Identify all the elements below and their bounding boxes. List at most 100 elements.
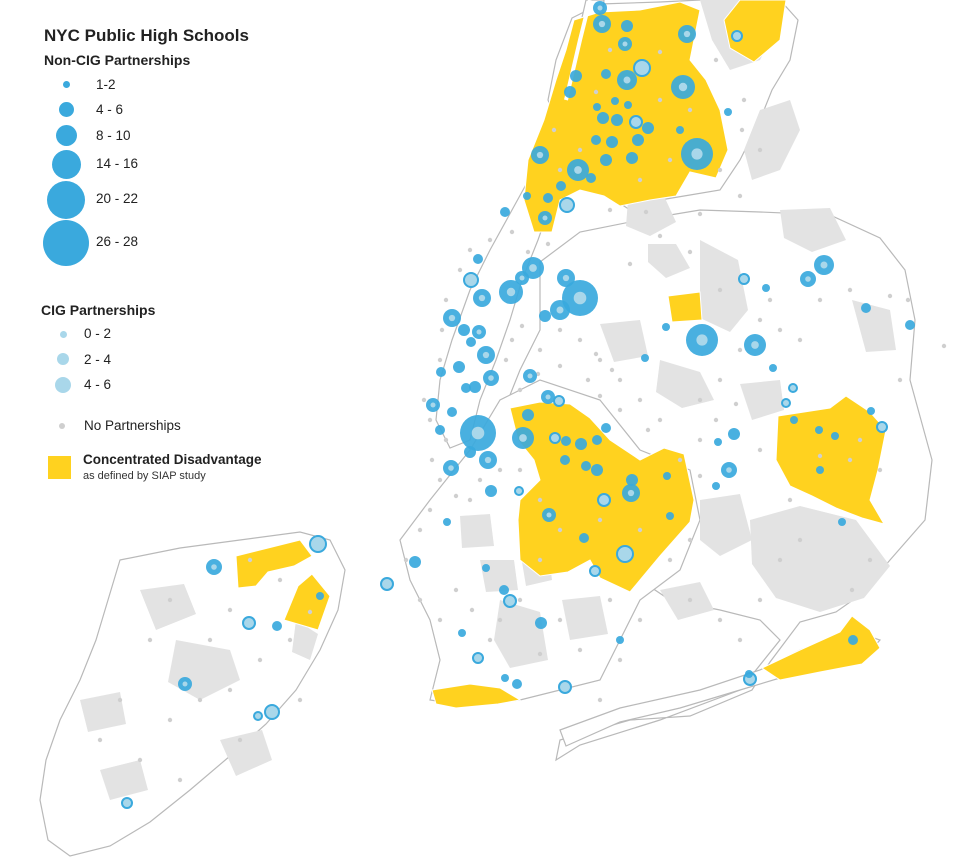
school-cig-inner-marker	[488, 375, 494, 381]
school-no-partnership-marker	[697, 473, 703, 479]
school-no-partnership-marker	[417, 527, 423, 533]
school-non-cig-marker	[512, 679, 522, 689]
school-no-partnership-marker	[453, 587, 459, 593]
school-no-partnership-marker	[717, 167, 723, 173]
school-cig-marker	[633, 59, 651, 77]
school-non-cig-marker	[581, 461, 591, 471]
school-cig-marker	[788, 383, 798, 393]
school-no-partnership-marker	[657, 417, 663, 423]
school-cig-inner-marker	[622, 41, 628, 47]
school-no-partnership-marker	[737, 193, 743, 199]
school-no-partnership-marker	[137, 757, 143, 763]
school-cig-inner-marker	[751, 341, 759, 349]
school-no-partnership-marker	[517, 597, 523, 603]
legend: NYC Public High Schools Non-CIG Partners…	[0, 0, 300, 500]
school-no-partnership-marker	[617, 377, 623, 383]
non-cig-label-6: 26 - 28	[96, 234, 139, 249]
school-cig-inner-marker	[542, 215, 548, 221]
school-non-cig-marker	[579, 533, 589, 543]
non-cig-label-5: 20 - 22	[96, 191, 139, 206]
school-no-partnership-marker	[637, 177, 643, 183]
school-non-cig-marker	[632, 134, 644, 146]
school-no-partnership-marker	[941, 343, 947, 349]
school-no-partnership-marker	[537, 557, 543, 563]
school-no-partnership-marker	[713, 417, 719, 423]
cig-label-1: 0 - 2	[84, 326, 112, 341]
school-non-cig-marker	[905, 320, 915, 330]
school-no-partnership-marker	[637, 397, 643, 403]
school-no-partnership-marker	[403, 557, 409, 563]
map-title: NYC Public High Schools	[44, 26, 249, 45]
coney-island-disadvantage	[431, 683, 522, 709]
school-cig-marker	[242, 616, 256, 630]
school-no-partnership-marker	[767, 297, 773, 303]
school-non-cig-marker	[626, 474, 638, 486]
school-cig-inner-marker	[696, 334, 708, 346]
school-no-partnership-marker	[517, 387, 523, 393]
school-no-partnership-marker	[287, 637, 293, 643]
school-no-partnership-marker	[777, 327, 783, 333]
cig-label-3: 4 - 6	[84, 377, 112, 392]
school-no-partnership-marker	[577, 147, 583, 153]
school-no-partnership-marker	[437, 617, 443, 623]
school-no-partnership-marker	[469, 607, 475, 613]
school-no-partnership-marker	[597, 393, 603, 399]
school-cig-inner-marker	[562, 274, 570, 282]
school-no-partnership-marker	[687, 537, 693, 543]
school-cig-inner-marker	[182, 681, 188, 687]
school-cig-inner-marker	[574, 166, 582, 174]
school-non-cig-marker	[790, 416, 798, 424]
school-no-partnership-marker	[509, 337, 515, 343]
school-no-partnership-marker	[551, 127, 557, 133]
school-non-cig-marker	[500, 207, 510, 217]
school-no-partnership-marker	[525, 249, 531, 255]
school-non-cig-marker	[848, 635, 858, 645]
queens-disadvantage-southeast	[775, 395, 887, 525]
school-cig-inner-marker	[598, 20, 606, 28]
school-no-partnership-marker	[697, 211, 703, 217]
non-cig-swatch-3	[56, 125, 77, 146]
school-non-cig-marker	[831, 432, 839, 440]
school-no-partnership-marker	[537, 497, 543, 503]
school-no-partnership-marker	[897, 377, 903, 383]
school-non-cig-marker	[586, 173, 596, 183]
school-non-cig-marker	[724, 108, 732, 116]
school-no-partnership-marker	[607, 47, 613, 53]
school-no-partnership-marker	[787, 497, 793, 503]
no-partnership-swatch	[59, 423, 65, 429]
school-cig-marker	[472, 652, 484, 664]
school-no-partnership-marker	[741, 97, 747, 103]
school-no-partnership-marker	[457, 267, 463, 273]
school-non-cig-marker	[593, 103, 601, 111]
school-cig-inner-marker	[484, 456, 492, 464]
school-cig-inner-marker	[527, 373, 533, 379]
school-no-partnership-marker	[439, 327, 445, 333]
school-no-partnership-marker	[207, 637, 213, 643]
school-no-partnership-marker	[905, 297, 911, 303]
school-no-partnership-marker	[657, 49, 663, 55]
school-no-partnership-marker	[697, 437, 703, 443]
school-non-cig-marker	[453, 361, 465, 373]
school-non-cig-marker	[436, 367, 446, 377]
school-no-partnership-marker	[467, 497, 473, 503]
school-no-partnership-marker	[557, 327, 563, 333]
school-cig-marker	[781, 398, 791, 408]
school-cig-marker	[553, 395, 565, 407]
school-cig-inner-marker	[519, 275, 525, 281]
school-cig-inner-marker	[805, 276, 811, 282]
school-non-cig-marker	[482, 564, 490, 572]
school-cig-inner-marker	[478, 294, 486, 302]
school-non-cig-marker	[447, 407, 457, 417]
school-no-partnership-marker	[817, 297, 823, 303]
non-cig-swatch-2	[59, 102, 74, 117]
school-non-cig-marker	[611, 97, 619, 105]
school-cig-marker	[309, 535, 327, 553]
school-cig-marker	[514, 486, 524, 496]
school-non-cig-marker	[501, 674, 509, 682]
school-no-partnership-marker	[557, 527, 563, 533]
school-no-partnership-marker	[297, 697, 303, 703]
non-cig-label-4: 14 - 16	[96, 156, 139, 171]
school-non-cig-marker	[666, 512, 674, 520]
school-no-partnership-marker	[277, 577, 283, 583]
school-no-partnership-marker	[657, 97, 663, 103]
